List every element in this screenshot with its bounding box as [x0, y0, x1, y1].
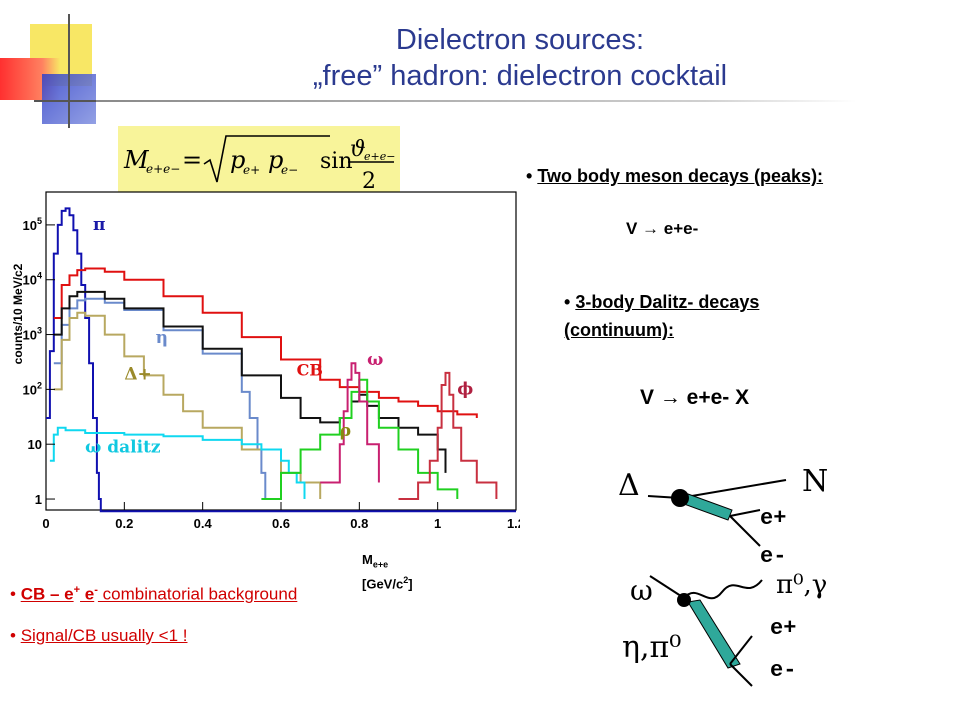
y-tick-label-2: 102 [23, 380, 42, 397]
formula-p2: p [268, 146, 283, 174]
formula-lhs-sub: e+e− [146, 162, 180, 176]
annotation-0: π [93, 215, 105, 235]
eplus-line-upper [729, 509, 761, 517]
decay-diagrams-svg [647, 479, 787, 687]
bullet-cb-sup2: - [94, 584, 98, 596]
y-tick-label-3: 103 [23, 326, 42, 343]
vertex-lower [677, 593, 691, 607]
horizontal-line [34, 100, 118, 102]
formula-eq: = [182, 146, 202, 174]
bullet-dalitz-line2: (continuum): [564, 320, 674, 340]
virtual-photon-lower [687, 599, 741, 669]
eminus-line-upper [729, 515, 761, 547]
series-line-0 [46, 207, 516, 513]
x-axis-label: Me+e [GeV/c2] [362, 552, 413, 591]
eminus-label-lower: e- [770, 658, 797, 683]
x-tick-label-3: 0.6 [272, 516, 290, 531]
sqrt-sign [203, 135, 330, 183]
eta-pi0-label: η,π⁰ [622, 630, 682, 665]
x-tick-label-2: 0.4 [194, 516, 213, 531]
bullet-two-body-text: Two body meson decays (peaks): [537, 166, 824, 186]
series-line-1 [53, 267, 478, 418]
x-tick-label-6: 1.2 [507, 516, 520, 531]
delta-symbol: Δ [618, 468, 640, 503]
y-tick-label-5: 105 [23, 216, 42, 233]
bullet-cb-mid: e [80, 584, 95, 604]
dalitz-equation: V → e+e- X [640, 386, 750, 409]
y-tick-label-4: 104 [23, 271, 42, 288]
wavy-line [683, 579, 763, 600]
x-tick-label-5: 1 [434, 516, 441, 531]
ticks-layer: 0 0.2 0.4 0.6 0.8 1 1.2 1 10 102 103 104 105 [23, 216, 526, 531]
formula-num: ϑ [350, 137, 366, 162]
x-tick-label-0: 0 [42, 516, 49, 531]
chart-svg: counts/10 MeV/c2 0 0.2 0.4 0.6 0.8 1 1.2 1 10 102… [11, 191, 526, 531]
bullet-signal-text: Signal/CB usually <1 ! [20, 626, 188, 645]
bullet-signal: • Signal/CB usually <1 ! [10, 626, 188, 645]
eminus-label-upper: e- [760, 544, 787, 569]
x-tick-label-1: 0.2 [115, 516, 133, 531]
formula-num-sub: e+e− [364, 150, 395, 163]
vertex-upper [671, 489, 689, 507]
two-body-equation: V → e+e- [626, 219, 699, 238]
annotation-6: ρ [340, 421, 351, 441]
bullet-cb-rest: combinatorial background [97, 584, 298, 604]
series-line-3 [53, 290, 447, 473]
annotation-2: Δ+ [124, 365, 151, 385]
x-axis-label-end: ] [408, 575, 413, 591]
series-line-8 [320, 362, 380, 484]
formula-p1: p [230, 146, 245, 174]
annotation-5: ϕ [457, 380, 473, 400]
y-axis-label: counts/10 MeV/c2 [11, 263, 25, 364]
y-tick-label-1: 10 [28, 437, 42, 452]
dielectron-chart: counts/10 MeV/c2 0 0.2 0.4 0.6 0.8 1 1.2 1 10 102… [8, 188, 526, 548]
formula-p2-sub: e− [281, 163, 298, 177]
x-tick-label-4: 0.8 [350, 516, 368, 531]
x-axis-label-sup: 2 [403, 574, 409, 585]
bullet-dalitz: • 3-body Dalitz- decays (continuum): [564, 288, 759, 344]
annotation-3: CB [297, 360, 323, 379]
invariant-mass-formula: M e+e− = p e+ p e− sin ϑ e+e− 2 [118, 126, 400, 196]
formula-svg: M e+e− = p e+ p e− sin ϑ e+e− 2 [123, 135, 395, 194]
y-tick-label-0: 1 [35, 492, 42, 507]
eplus-label-lower: e+ [770, 616, 797, 641]
series-line-5 [49, 426, 306, 499]
annotations-layer: π ηΔ+ CB ω ϕ ρ ω dalitz [85, 215, 473, 457]
series-line-7 [398, 371, 498, 500]
formula-sin: sin [320, 149, 353, 174]
x-axis-label-sub: e+e [372, 559, 389, 570]
annotation-1: η [156, 328, 168, 348]
bullet-cb-prefix: CB – e [20, 584, 74, 604]
annotation-4: ω [367, 350, 383, 370]
series-layer [46, 207, 516, 513]
nucleon-line [679, 479, 787, 499]
bullet-cb: • CB – e+ e- combinatorial background [10, 584, 298, 604]
formula-den: 2 [362, 169, 376, 194]
vertical-line [68, 14, 70, 128]
virtual-photon-upper [683, 493, 733, 521]
x-axis-label-main: M [362, 552, 373, 567]
formula-p1-sub: e+ [243, 163, 260, 177]
decay-diagrams: Δ N e+ e- ω π⁰,γ η,π⁰ e+ e- [600, 450, 850, 710]
bullet-cb-sup1: + [73, 584, 81, 596]
formula-lhs: M [123, 146, 150, 174]
bullet-two-body: • Two body meson decays (peaks): [526, 166, 824, 186]
slide-title-line1: Dielectron sources: [395, 24, 645, 56]
corner-decoration [0, 0, 130, 130]
slide-title-line2: „free” hadron: dielectron cocktail [312, 60, 728, 92]
annotation-7: ω dalitz [85, 438, 161, 458]
nucleon-symbol: N [802, 464, 829, 499]
pi0-gamma-label: π⁰,γ [776, 570, 828, 600]
omega-symbol: ω [630, 574, 653, 607]
omega-line [649, 575, 685, 599]
bullet-dalitz-line1: 3-body Dalitz- decays [575, 292, 760, 312]
x-axis-label-unit: [GeV/c [362, 575, 404, 591]
title-underline [96, 100, 856, 102]
eplus-label-upper: e+ [760, 506, 787, 531]
